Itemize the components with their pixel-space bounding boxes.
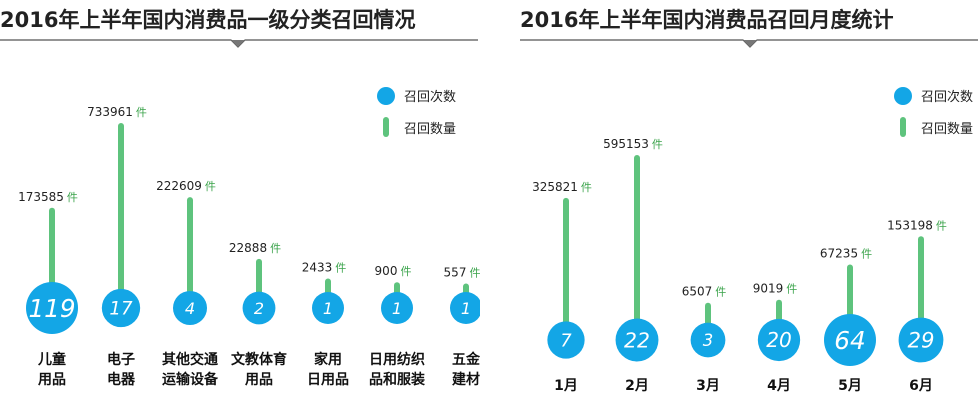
category-label: 用品 <box>245 372 273 388</box>
quantity-label: 733961 件 <box>87 105 147 119</box>
header-notch <box>231 40 245 47</box>
chart-panel-category: 2016年上半年国内消费品一级分类召回情况 召回次数召回数量 119 173585 件… <box>0 0 480 401</box>
count-bubble <box>547 321 585 359</box>
category-label: 2月 <box>625 378 649 394</box>
quantity-label: 2433 件 <box>302 261 347 275</box>
count-label: 3 <box>703 331 714 350</box>
count-label: 119 <box>28 294 75 323</box>
category-label: 3月 <box>696 378 720 394</box>
header-notch <box>743 40 757 47</box>
category-label: 日用品 <box>307 372 349 388</box>
category-label: 品和服装 <box>369 371 426 388</box>
category-label: 建材 <box>452 371 480 388</box>
quantity-stem <box>563 197 569 340</box>
count-bubble <box>615 318 659 362</box>
count-bubble <box>101 288 141 328</box>
category-label: 运输设备 <box>162 371 219 388</box>
count-bubble <box>757 318 801 362</box>
quantity-stem <box>118 123 124 308</box>
count-label: 17 <box>109 299 133 320</box>
count-label: 29 <box>907 329 934 354</box>
count-label: 7 <box>560 331 572 351</box>
quantity-label: 173585 件 <box>18 190 78 204</box>
count-label: 64 <box>834 326 865 355</box>
category-label: 文教体育 <box>231 351 287 368</box>
count-bubble <box>380 291 414 325</box>
category-label: 其他交通 <box>162 351 218 368</box>
category-label: 五金 <box>452 351 480 368</box>
legend-quantity-swatch <box>900 117 906 137</box>
quantity-label: 22888 件 <box>229 241 281 255</box>
chart-panel-monthly: 2016年上半年国内消费品召回月度统计 召回次数召回数量 7 325821 件 1月 22… <box>520 0 980 401</box>
count-label: 4 <box>185 299 195 318</box>
category-label: 电子 <box>107 351 135 368</box>
quantity-stem <box>634 155 640 340</box>
count-label: 22 <box>624 328 650 352</box>
category-label: 日用纺织 <box>369 351 425 368</box>
legend-quantity-swatch <box>383 117 389 137</box>
quantity-label: 222609 件 <box>156 179 216 193</box>
legend-count-swatch <box>377 87 395 105</box>
category-label: 儿童 <box>37 351 66 368</box>
category-label: 用品 <box>38 372 66 388</box>
chart-title: 2016年上半年国内消费品召回月度统计 <box>520 8 894 32</box>
quantity-label: 9019 件 <box>753 282 798 296</box>
legend-quantity-label: 召回数量 <box>921 122 973 137</box>
count-bubble <box>449 291 480 325</box>
count-label: 1 <box>461 299 471 318</box>
count-label: 1 <box>323 299 333 318</box>
quantity-label: 6507 件 <box>682 285 727 299</box>
category-label: 1月 <box>554 378 578 394</box>
count-label: 2 <box>254 299 264 318</box>
category-label: 4月 <box>767 378 791 394</box>
category-label: 6月 <box>909 378 933 394</box>
category-label: 5月 <box>838 378 862 394</box>
quantity-label: 325821 件 <box>532 180 592 194</box>
quantity-label: 557 件 <box>444 265 480 279</box>
count-bubble <box>824 314 876 366</box>
category-label: 电器 <box>107 371 136 388</box>
quantity-label: 67235 件 <box>820 247 872 261</box>
quantity-stem <box>918 236 924 340</box>
count-bubble <box>242 291 276 325</box>
chart-title: 2016年上半年国内消费品一级分类召回情况 <box>0 8 416 32</box>
category-label: 家用 <box>314 351 342 368</box>
count-bubble <box>172 290 208 326</box>
count-label: 1 <box>392 299 402 318</box>
count-bubble <box>311 291 345 325</box>
count-bubble <box>26 282 78 334</box>
count-bubble <box>690 322 726 358</box>
legend-count-label: 召回次数 <box>921 89 973 105</box>
quantity-label: 595153 件 <box>603 137 663 151</box>
quantity-label: 153198 件 <box>887 218 947 232</box>
count-label: 20 <box>766 328 792 352</box>
legend-count-label: 召回次数 <box>404 89 456 105</box>
count-bubble <box>898 317 944 363</box>
quantity-stem <box>187 197 193 308</box>
quantity-label: 900 件 <box>375 264 412 278</box>
legend-quantity-label: 召回数量 <box>404 122 456 137</box>
legend-count-swatch <box>894 87 912 105</box>
